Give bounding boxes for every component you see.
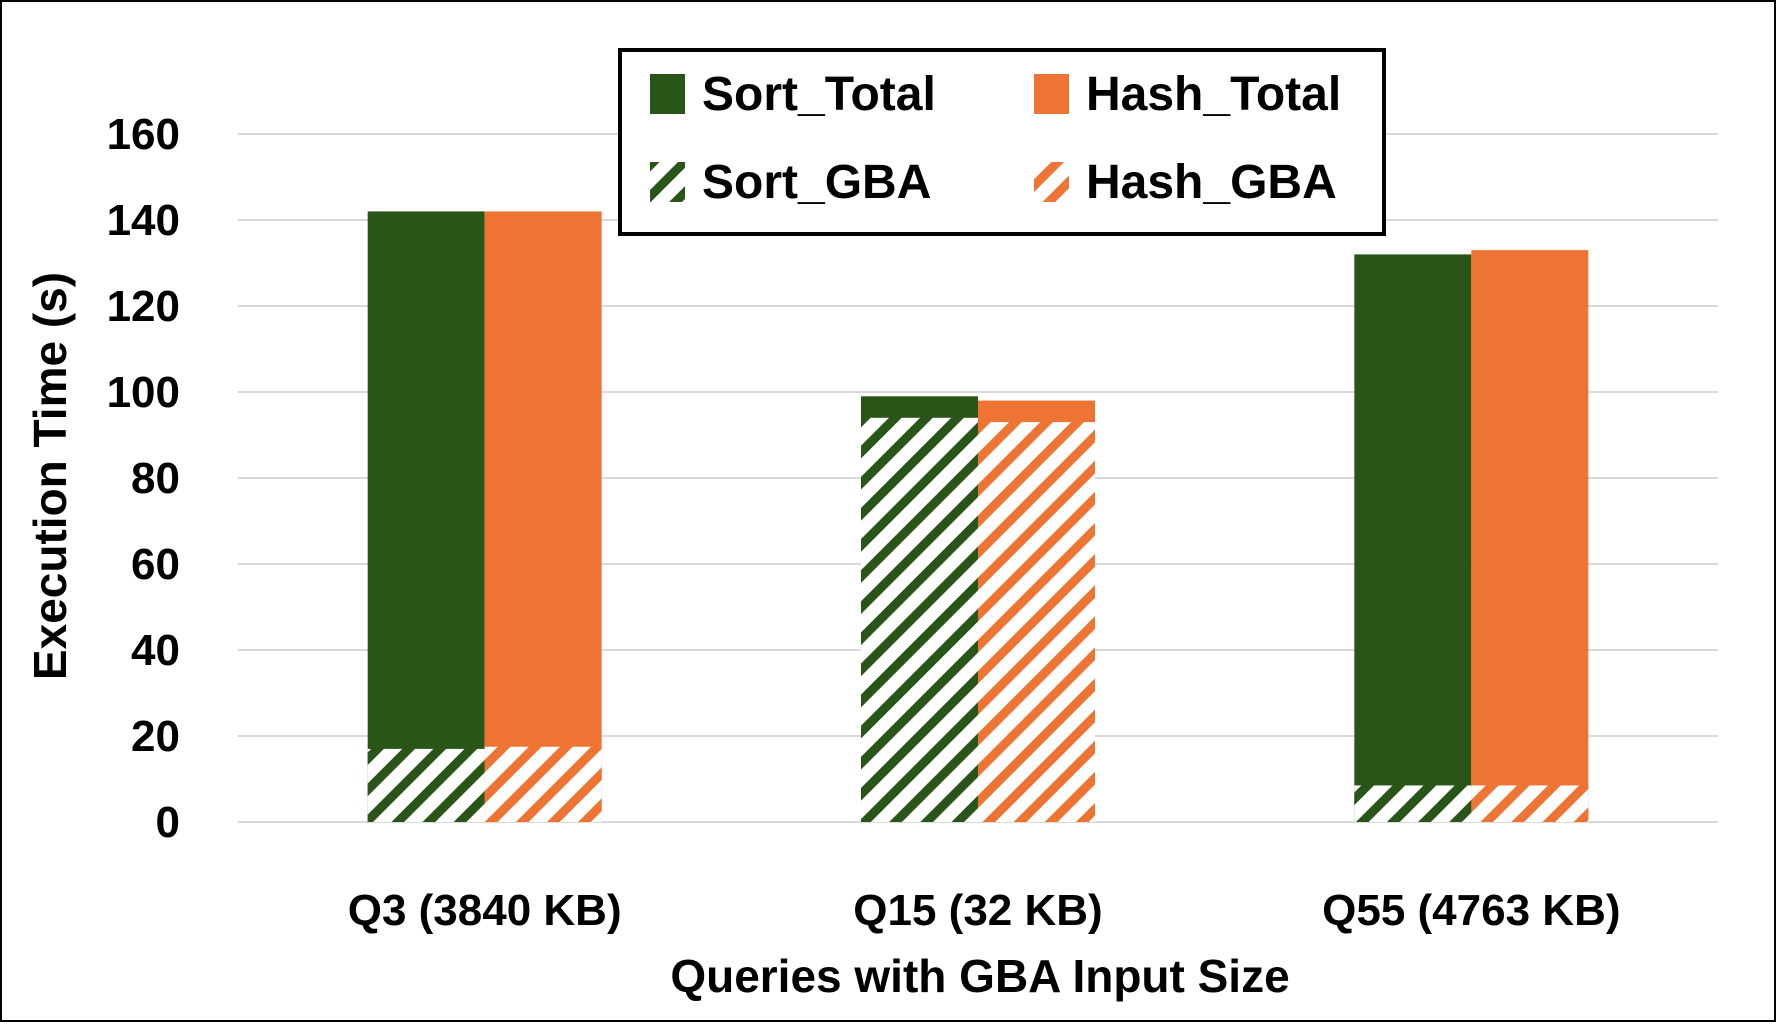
legend-label-hash-gba: Hash_GBA	[1086, 156, 1337, 209]
legend-label-sort-total: Sort_Total	[702, 68, 936, 121]
legend-swatch-hash-total	[1034, 74, 1069, 114]
bar-hash-total	[1471, 250, 1589, 823]
y-tick-label: 140	[107, 196, 180, 245]
legend-swatch-sort-gba	[650, 162, 685, 202]
y-tick-label: 160	[107, 110, 180, 159]
legend: Sort_Total Hash_Total Sort_GBA Hash_GBA	[618, 48, 1386, 236]
bar-sort-gba	[861, 417, 978, 822]
bar-hash-gba	[484, 746, 602, 822]
legend-swatch-hash-gba	[1034, 162, 1069, 202]
y-tick-label: 80	[131, 454, 180, 503]
bar-sort-total	[367, 211, 485, 822]
legend-label-sort-gba: Sort_GBA	[702, 156, 931, 209]
y-tick-label: 0	[156, 798, 180, 847]
y-tick-label: 20	[131, 712, 180, 761]
bar-sort-total	[1354, 254, 1472, 822]
y-tick-label: 100	[107, 368, 180, 417]
bar-sort-gba	[367, 748, 485, 822]
legend-box	[618, 48, 1386, 236]
bar-hash-gba	[978, 422, 1095, 822]
x-category-label: Q3 (3840 KB)	[348, 886, 622, 935]
y-axis-ticks: 0 20 40 60 80 100 120 140 160	[107, 110, 180, 847]
y-tick-label: 60	[131, 540, 180, 589]
x-category-label: Q15 (32 KB)	[853, 886, 1102, 935]
bar-sort-gba	[1354, 785, 1472, 822]
x-axis-title: Queries with GBA Input Size	[670, 950, 1289, 1002]
x-axis-categories: Q3 (3840 KB) Q15 (32 KB) Q55 (4763 KB)	[348, 886, 1621, 935]
bar-hash-gba	[1471, 785, 1589, 822]
y-axis-title: Execution Time (s)	[24, 272, 76, 680]
legend-swatch-sort-total	[650, 74, 685, 114]
y-tick-label: 120	[107, 282, 180, 331]
bars	[367, 211, 1589, 823]
y-tick-label: 40	[131, 626, 180, 675]
x-category-label: Q55 (4763 KB)	[1322, 886, 1620, 935]
bar-hash-total	[484, 211, 602, 822]
legend-label-hash-total: Hash_Total	[1086, 68, 1341, 121]
